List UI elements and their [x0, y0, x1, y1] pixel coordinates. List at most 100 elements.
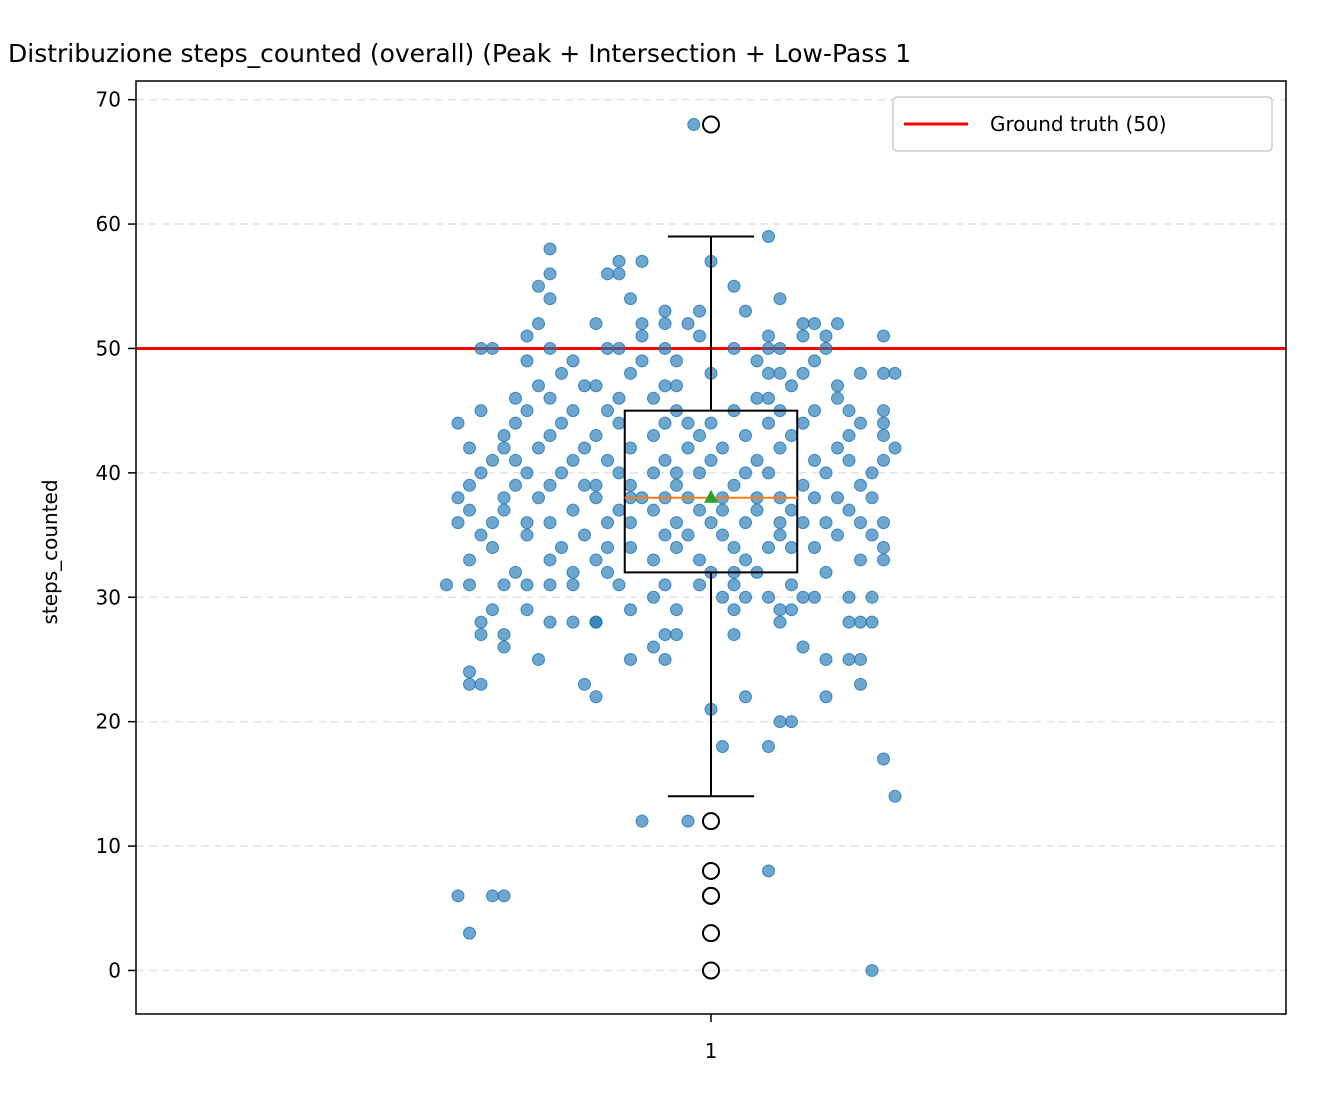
- data-point: [808, 541, 821, 554]
- data-point: [681, 528, 695, 542]
- data-point: [543, 578, 557, 592]
- data-point: [762, 740, 775, 754]
- data-point: [704, 416, 718, 430]
- data-point: [762, 590, 775, 604]
- data-point: [773, 528, 787, 542]
- data-point: [601, 516, 614, 530]
- data-point: [532, 652, 545, 666]
- data-point: [543, 429, 557, 443]
- data-point: [566, 615, 580, 629]
- scatter-points: [440, 118, 902, 977]
- data-point: [532, 441, 545, 455]
- data-point: [670, 628, 683, 642]
- data-point: [762, 864, 775, 878]
- data-point: [497, 491, 511, 505]
- data-point: [486, 516, 499, 530]
- data-point: [819, 466, 833, 480]
- data-point: [888, 366, 902, 380]
- data-point: [520, 516, 534, 530]
- data-point: [543, 615, 557, 629]
- data-point: [739, 690, 752, 704]
- data-point: [520, 603, 534, 617]
- data-point: [831, 491, 844, 505]
- data-point: [796, 329, 810, 343]
- data-point: [750, 354, 764, 368]
- data-point: [543, 478, 557, 492]
- data-point: [773, 603, 787, 617]
- data-point: [543, 242, 557, 256]
- outlier-point: [702, 924, 720, 943]
- data-point: [670, 478, 683, 492]
- legend-label-ground-truth: Ground truth (50): [990, 112, 1167, 136]
- data-point: [773, 516, 787, 530]
- data-point: [474, 466, 488, 480]
- data-point: [716, 441, 729, 455]
- data-point: [624, 478, 637, 492]
- outlier-point: [702, 812, 720, 831]
- data-point: [635, 317, 649, 331]
- data-point: [854, 652, 867, 666]
- data-point: [762, 329, 775, 343]
- data-point: [451, 491, 465, 505]
- data-point: [589, 615, 603, 629]
- x-axis-ticks: 1: [705, 1014, 717, 1063]
- data-point: [670, 603, 683, 617]
- data-point: [612, 503, 626, 517]
- data-point: [463, 553, 476, 567]
- data-point: [785, 715, 798, 729]
- data-point: [842, 652, 856, 666]
- y-tick-label: 70: [96, 88, 121, 112]
- data-point: [762, 366, 775, 380]
- data-point: [658, 528, 672, 542]
- data-point: [658, 341, 672, 355]
- data-point: [658, 453, 672, 467]
- data-point: [543, 391, 557, 405]
- data-point: [819, 516, 833, 530]
- data-point: [497, 640, 511, 654]
- data-point: [624, 516, 637, 530]
- data-point: [497, 441, 511, 455]
- data-point: [612, 254, 626, 268]
- data-point: [750, 453, 764, 467]
- data-point: [854, 516, 867, 530]
- data-point: [543, 516, 557, 530]
- data-point: [566, 453, 580, 467]
- data-point: [773, 292, 787, 306]
- data-point: [635, 354, 649, 368]
- data-point: [566, 503, 580, 517]
- data-point: [865, 466, 879, 480]
- data-point: [819, 690, 833, 704]
- data-point: [647, 590, 660, 604]
- data-point: [670, 379, 683, 393]
- data-point: [601, 453, 614, 467]
- data-point: [877, 516, 890, 530]
- data-point: [647, 553, 660, 567]
- data-point: [555, 416, 568, 430]
- data-point: [578, 441, 591, 455]
- data-point: [819, 565, 833, 579]
- data-point: [520, 404, 534, 418]
- data-point: [704, 453, 718, 467]
- outlier-point: [702, 886, 720, 905]
- data-point: [877, 553, 890, 567]
- data-point: [865, 590, 879, 604]
- data-point: [486, 541, 499, 554]
- data-point: [739, 590, 752, 604]
- data-point: [842, 503, 856, 517]
- data-point: [647, 466, 660, 480]
- data-point: [727, 478, 741, 492]
- data-point: [578, 528, 591, 542]
- data-point: [681, 317, 695, 331]
- data-point: [509, 565, 522, 579]
- outlier-point: [702, 961, 720, 980]
- data-point: [796, 317, 810, 331]
- outlier-point: [702, 861, 720, 880]
- y-axis-ticks: 0 10 20 30 40 50 60 70: [96, 88, 136, 982]
- data-point: [624, 441, 637, 455]
- data-point: [727, 628, 741, 642]
- y-tick-label: 20: [96, 710, 121, 734]
- data-point: [750, 391, 764, 405]
- data-point: [739, 553, 752, 567]
- y-tick-label: 40: [96, 461, 121, 485]
